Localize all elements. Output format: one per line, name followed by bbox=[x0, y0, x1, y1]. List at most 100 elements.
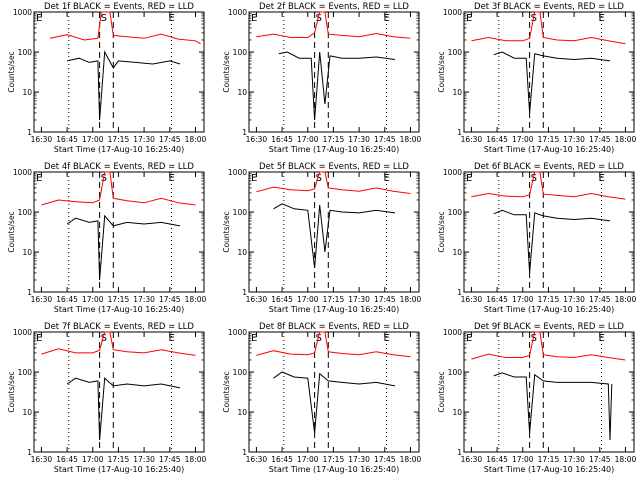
plot-frame bbox=[33, 171, 205, 293]
lld-series-line bbox=[41, 171, 196, 206]
marker-label: E bbox=[36, 333, 42, 344]
x-tick-label: 17:30 bbox=[133, 455, 155, 464]
x-tick-label: 17:45 bbox=[589, 295, 611, 304]
x-axis-label: Start Time (17-Aug-10 16:25:40) bbox=[484, 305, 615, 314]
y-tick-label: 10 bbox=[452, 408, 462, 417]
x-tick-label: 18:00 bbox=[400, 295, 422, 304]
panel-title: Det 4f BLACK = Events, RED = LLD bbox=[44, 162, 194, 172]
marker-label: S bbox=[101, 333, 107, 344]
x-tick-label: 17:15 bbox=[108, 295, 130, 304]
x-tick-label: 18:00 bbox=[185, 135, 207, 144]
detector-panel: Det 5f BLACK = Events, RED = LLD 1 10 100 10… bbox=[222, 162, 421, 314]
y-tick-label: 10 bbox=[452, 88, 462, 97]
y-axis-label: Counts/sec bbox=[222, 51, 231, 92]
y-tick-label: 100 bbox=[18, 48, 33, 57]
detector-panel: Det 3f BLACK = Events, RED = LLD 1 10 100 10… bbox=[437, 2, 636, 154]
y-tick-label: 100 bbox=[18, 208, 33, 217]
x-tick-label: 16:45 bbox=[56, 455, 78, 464]
x-tick-label: 17:15 bbox=[538, 455, 560, 464]
y-tick-label: 10 bbox=[237, 88, 247, 97]
x-tick-label: 18:00 bbox=[615, 135, 637, 144]
plot-frame bbox=[33, 11, 205, 133]
y-axis-label: Counts/sec bbox=[437, 51, 446, 92]
x-tick-label: 16:30 bbox=[246, 295, 268, 304]
x-tick-label: 17:00 bbox=[297, 455, 319, 464]
x-tick-label: 16:45 bbox=[486, 135, 508, 144]
x-tick-label: 17:30 bbox=[563, 295, 585, 304]
panel-title: Det 6f BLACK = Events, RED = LLD bbox=[474, 162, 624, 172]
x-axis-label: Start Time (17-Aug-10 16:25:40) bbox=[484, 465, 615, 474]
plot-frame bbox=[248, 171, 420, 293]
y-tick-label: 1 bbox=[27, 288, 32, 297]
y-tick-label: 10 bbox=[237, 408, 247, 417]
x-axis-label: Start Time (17-Aug-10 16:25:40) bbox=[54, 465, 185, 474]
x-tick-label: 16:45 bbox=[56, 295, 78, 304]
x-axis-label: Start Time (17-Aug-10 16:25:40) bbox=[54, 145, 185, 154]
x-tick-label: 17:30 bbox=[563, 135, 585, 144]
y-tick-label: 10 bbox=[237, 248, 247, 257]
panel-title: Det 7f BLACK = Events, RED = LLD bbox=[44, 322, 194, 332]
x-tick-label: 17:00 bbox=[82, 135, 104, 144]
x-tick-label: 17:45 bbox=[159, 295, 181, 304]
marker-label: E bbox=[598, 13, 604, 24]
y-tick-label: 1000 bbox=[13, 168, 32, 177]
x-tick-label: 16:30 bbox=[461, 135, 483, 144]
y-tick-label: 1000 bbox=[13, 328, 32, 337]
marker-label: E bbox=[168, 173, 174, 184]
y-axis-label: Counts/sec bbox=[437, 371, 446, 412]
y-tick-label: 10 bbox=[22, 248, 32, 257]
panel-title: Det 8f BLACK = Events, RED = LLD bbox=[259, 322, 409, 332]
x-tick-label: 17:45 bbox=[589, 135, 611, 144]
x-tick-label: 16:45 bbox=[271, 295, 293, 304]
y-tick-label: 1 bbox=[457, 288, 462, 297]
y-axis-label: Counts/sec bbox=[222, 211, 231, 252]
events-series-line bbox=[66, 214, 181, 281]
x-tick-label: 17:30 bbox=[348, 455, 370, 464]
x-tick-label: 16:30 bbox=[461, 455, 483, 464]
y-tick-label: 10 bbox=[22, 88, 32, 97]
detector-panel: Det 7f BLACK = Events, RED = LLD 1 10 100 10… bbox=[7, 322, 206, 474]
marker-label: E bbox=[251, 13, 257, 24]
events-series-line bbox=[66, 377, 181, 441]
lld-series-line bbox=[256, 331, 411, 358]
x-tick-label: 17:45 bbox=[374, 455, 396, 464]
x-tick-label: 17:45 bbox=[159, 135, 181, 144]
x-tick-label: 17:00 bbox=[82, 295, 104, 304]
x-tick-label: 16:30 bbox=[31, 295, 53, 304]
y-tick-label: 1 bbox=[457, 128, 462, 137]
y-tick-label: 10 bbox=[452, 248, 462, 257]
y-axis-label: Counts/sec bbox=[7, 211, 16, 252]
y-tick-label: 1 bbox=[27, 448, 32, 457]
x-tick-label: 18:00 bbox=[185, 455, 207, 464]
marker-label: E bbox=[598, 173, 604, 184]
marker-label: E bbox=[168, 13, 174, 24]
x-tick-label: 16:45 bbox=[271, 135, 293, 144]
y-tick-label: 1 bbox=[242, 288, 247, 297]
marker-label: E bbox=[168, 333, 174, 344]
x-tick-label: 18:00 bbox=[185, 295, 207, 304]
x-tick-label: 17:30 bbox=[348, 295, 370, 304]
x-tick-label: 17:30 bbox=[563, 455, 585, 464]
x-tick-label: 17:15 bbox=[108, 455, 130, 464]
x-tick-label: 17:30 bbox=[348, 135, 370, 144]
lld-series-line bbox=[256, 11, 411, 39]
x-axis-label: Start Time (17-Aug-10 16:25:40) bbox=[269, 305, 400, 314]
y-tick-label: 100 bbox=[448, 368, 463, 377]
events-series-line bbox=[493, 209, 611, 273]
x-tick-label: 17:15 bbox=[108, 135, 130, 144]
lld-series-line bbox=[471, 171, 626, 200]
marker-label: E bbox=[466, 173, 472, 184]
lld-series-line bbox=[256, 171, 411, 194]
detector-panel: Det 9f BLACK = Events, RED = LLD 1 10 100 10… bbox=[437, 322, 636, 474]
x-tick-label: 17:00 bbox=[82, 455, 104, 464]
detector-panel: Det 8f BLACK = Events, RED = LLD 1 10 100 10… bbox=[222, 322, 421, 474]
marker-label: S bbox=[316, 173, 322, 184]
marker-label: S bbox=[316, 13, 322, 24]
x-axis-label: Start Time (17-Aug-10 16:25:40) bbox=[484, 145, 615, 154]
y-tick-label: 1000 bbox=[228, 8, 247, 17]
lld-series-line bbox=[471, 11, 626, 45]
events-series-line bbox=[66, 50, 181, 121]
marker-label: E bbox=[251, 333, 257, 344]
y-tick-label: 1000 bbox=[228, 168, 247, 177]
